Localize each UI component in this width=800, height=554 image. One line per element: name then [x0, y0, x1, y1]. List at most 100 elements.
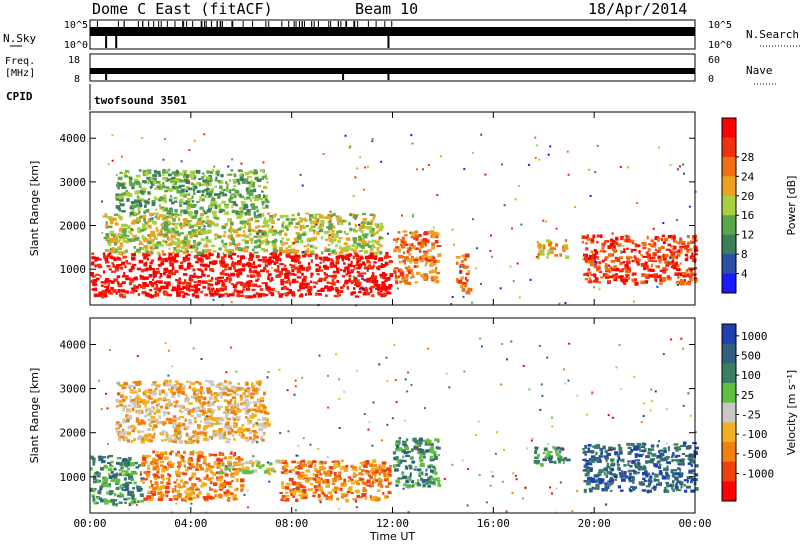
data-cell — [99, 497, 103, 500]
data-cell — [596, 268, 600, 272]
data-cell — [213, 433, 218, 436]
data-cell — [113, 473, 119, 477]
data-cell — [92, 498, 96, 502]
data-cell — [611, 240, 616, 243]
data-cell — [405, 466, 409, 470]
data-cell — [427, 249, 432, 252]
data-cell — [154, 290, 157, 295]
data-cell — [248, 188, 251, 191]
data-cell — [165, 490, 170, 494]
data-cell — [566, 150, 569, 153]
data-cell — [227, 266, 232, 271]
data-cell — [222, 252, 225, 255]
data-cell — [386, 232, 389, 235]
data-cell — [130, 398, 135, 402]
data-cell — [380, 293, 383, 298]
data-cell — [129, 211, 134, 216]
data-cell — [349, 486, 353, 490]
data-cell — [178, 241, 182, 245]
data-cell — [195, 468, 200, 471]
data-cell — [280, 471, 285, 474]
data-cell — [137, 500, 140, 503]
data-cell — [336, 291, 340, 295]
data-cell — [149, 425, 153, 428]
data-cell — [204, 421, 210, 425]
data-cell — [632, 300, 635, 303]
data-cell — [464, 285, 467, 288]
data-cell — [313, 285, 316, 288]
data-cell — [581, 235, 586, 239]
data-cell — [230, 221, 234, 226]
data-cell — [329, 213, 334, 217]
data-cell — [590, 261, 595, 265]
data-cell — [547, 243, 552, 247]
data-cell — [692, 240, 695, 244]
colorbar-swatch — [722, 234, 736, 255]
data-cell — [286, 238, 290, 241]
data-cell — [558, 302, 561, 305]
data-cell — [589, 277, 591, 280]
data-cell — [168, 403, 171, 406]
data-cell — [102, 215, 108, 218]
data-cell — [596, 144, 599, 147]
data-cell — [632, 248, 637, 252]
data-cell — [670, 252, 676, 256]
data-cell — [271, 467, 275, 471]
data-cell — [337, 289, 342, 293]
data-cell — [130, 470, 133, 475]
data-cell — [407, 281, 411, 285]
data-cell — [177, 437, 181, 440]
data-cell — [297, 489, 303, 493]
data-cell — [630, 239, 634, 243]
data-cell — [335, 465, 341, 468]
data-cell — [255, 225, 259, 229]
data-cell — [279, 263, 284, 266]
data-cell — [206, 187, 210, 190]
data-cell — [265, 177, 269, 180]
data-cell — [176, 238, 180, 242]
data-cell — [174, 253, 179, 258]
data-cell — [310, 244, 314, 248]
data-cell — [214, 233, 219, 236]
data-cell — [356, 242, 360, 247]
data-cell — [465, 272, 470, 275]
data-cell — [205, 380, 210, 382]
data-cell — [623, 267, 627, 270]
data-cell — [585, 254, 589, 258]
data-cell — [329, 263, 335, 268]
data-cell — [437, 253, 442, 258]
data-cell — [252, 469, 258, 473]
data-cell — [310, 259, 313, 263]
data-cell — [140, 479, 144, 483]
data-cell — [431, 450, 437, 454]
data-cell — [352, 474, 357, 478]
data-cell — [139, 182, 142, 186]
data-cell — [260, 397, 265, 400]
data-cell — [295, 482, 299, 486]
data-cell — [340, 467, 343, 471]
colorbar-swatch — [722, 137, 736, 158]
data-cell — [180, 410, 184, 414]
data-cell — [266, 269, 269, 273]
data-cell — [327, 473, 332, 477]
data-cell — [121, 229, 127, 234]
data-cell — [142, 285, 146, 289]
data-cell — [354, 176, 357, 179]
data-cell — [589, 254, 594, 259]
data-cell — [103, 465, 108, 469]
data-cell — [202, 280, 205, 284]
data-cell — [557, 457, 562, 462]
data-cell — [202, 179, 207, 183]
data-cell — [361, 493, 367, 497]
data-cell — [351, 264, 356, 267]
data-cell — [543, 447, 548, 452]
data-cell — [230, 475, 235, 478]
data-cell — [316, 485, 320, 489]
nsky-spike — [192, 21, 194, 29]
data-cell — [248, 232, 252, 236]
data-cell — [338, 230, 343, 234]
data-cell — [146, 257, 149, 261]
data-cell — [320, 490, 324, 494]
data-cell — [245, 439, 250, 442]
data-cell — [376, 240, 380, 244]
